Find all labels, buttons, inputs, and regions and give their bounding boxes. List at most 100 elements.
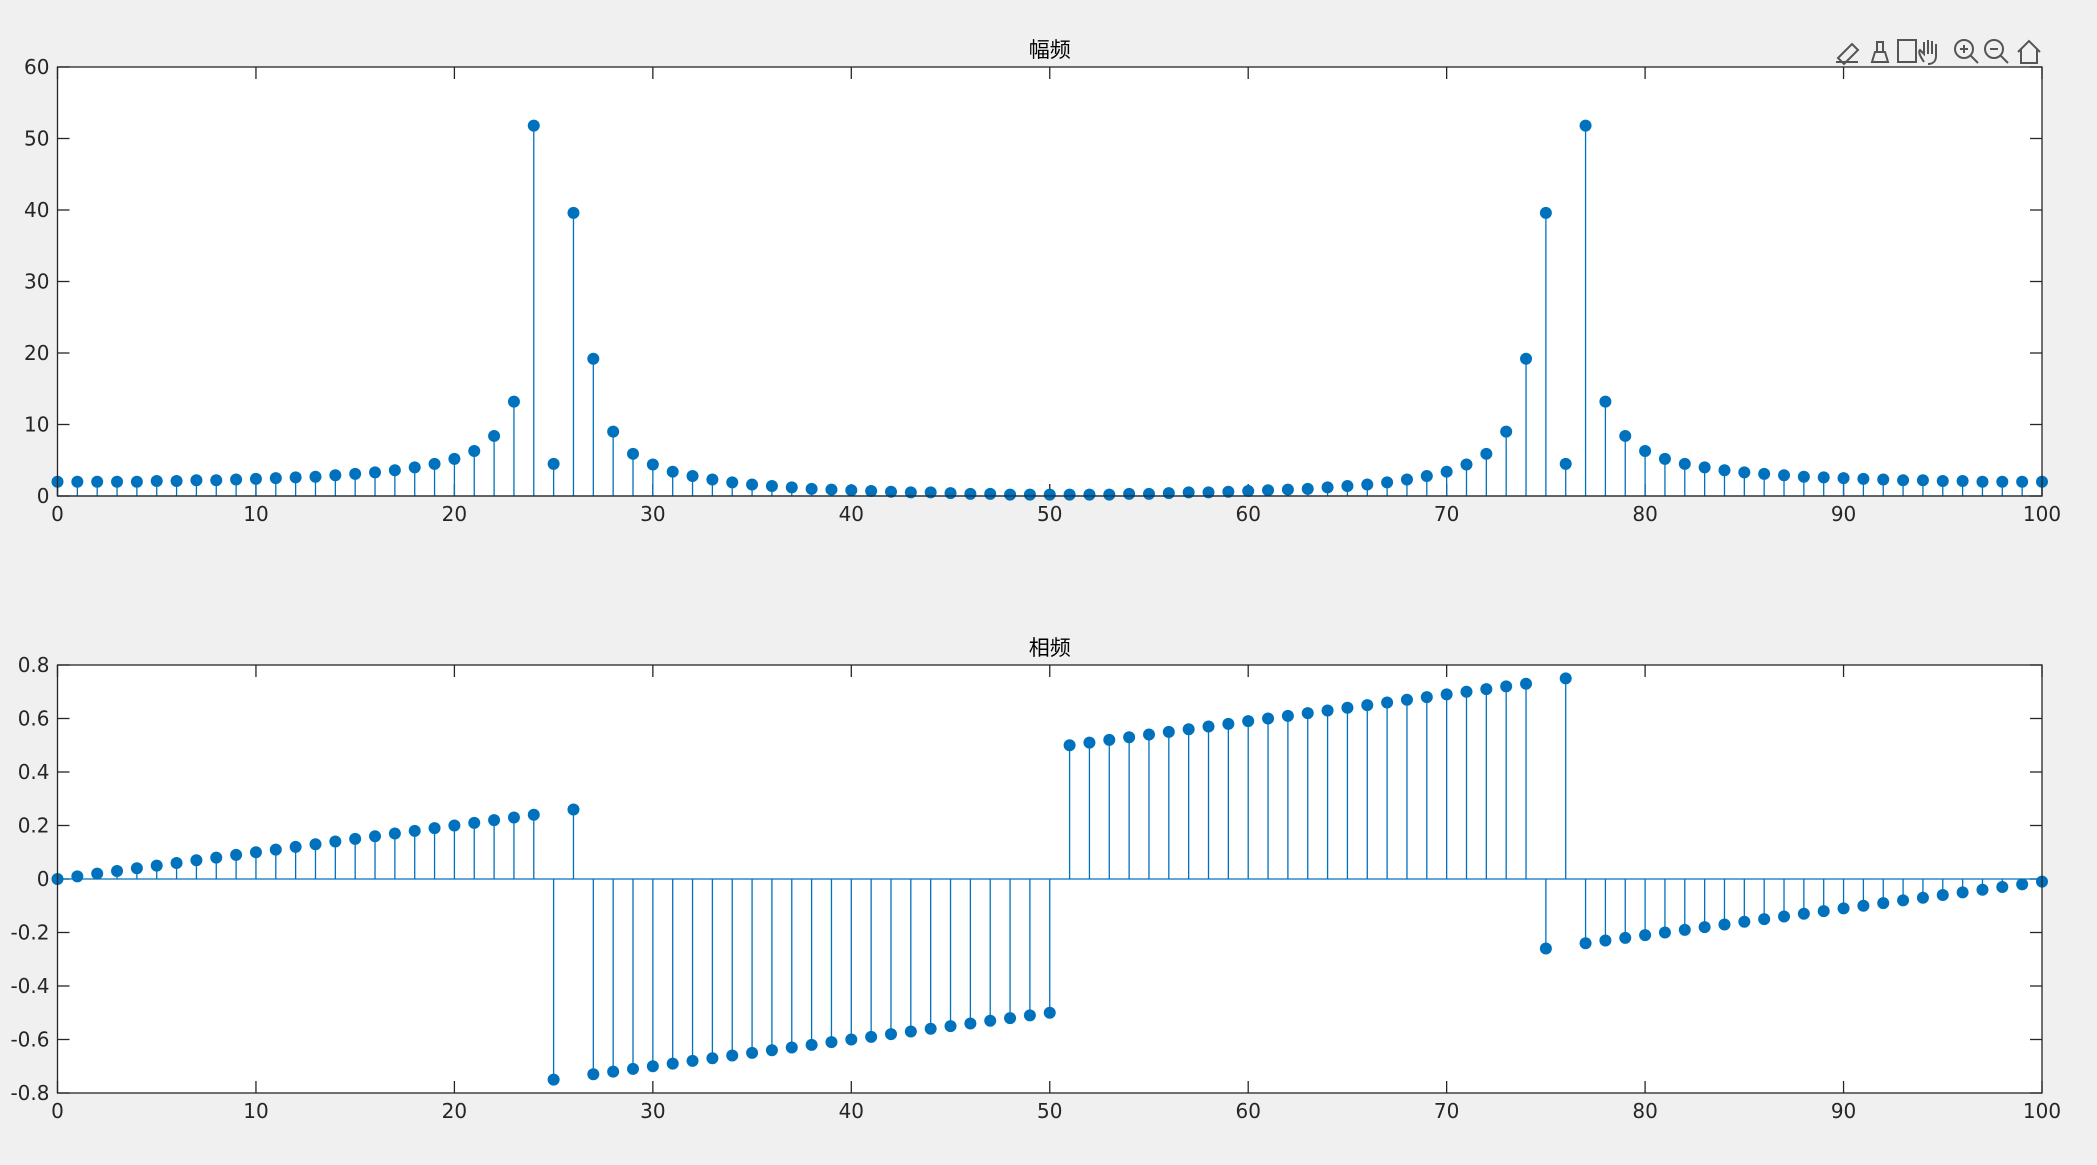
stem-marker [1103,733,1116,746]
stem-marker [805,482,818,495]
stem-marker [765,1044,778,1057]
stem-marker [686,1054,699,1067]
stem-marker [825,483,838,496]
stem-marker [1738,466,1751,479]
stem-marker [1460,685,1473,698]
x-tick-label: 10 [243,1099,268,1123]
stem-marker [1420,691,1433,704]
stem-marker [1936,889,1949,902]
stem-marker [1817,905,1830,918]
toolbar-icon[interactable] [1870,41,1890,63]
stem-marker [1619,931,1632,944]
stem-marker [1262,712,1275,725]
y-tick-label: -0.2 [10,921,49,945]
stem-marker [865,1030,878,1043]
x-tick-label: 70 [1434,502,1459,526]
axes: 相频 0 10 20 30 40 50 60 70 80 90 100 -0.8 -0.6 -0.4 -0.2… [10,636,2061,1123]
axes: 幅频 0 10 20 30 40 50 60 70 80 90 100 0 10 20 30 40 50 60 [24,38,2061,526]
toolbar [1836,39,2041,66]
stem-marker [1639,444,1652,457]
stem-marker [1897,474,1910,487]
stem-marker [150,474,163,487]
stem-marker [468,816,481,829]
stem-marker [1043,1006,1056,1019]
stem-marker [1321,704,1334,717]
stem-marker [1162,725,1175,738]
y-tick-label: -0.6 [10,1028,49,1052]
stem-marker [1718,918,1731,931]
stem-marker [111,864,124,877]
stem-marker [1797,907,1810,920]
toolbar-icon[interactable] [1897,39,1917,63]
toolbar-icon[interactable] [1836,42,1860,66]
stem-marker [230,473,243,486]
stem-marker [91,867,104,880]
stem-marker [130,862,143,875]
stem-marker [1063,739,1076,752]
x-tick-label: 40 [839,502,864,526]
stem-marker [1142,728,1155,741]
axes-box [56,66,2043,497]
stem-marker [607,1065,620,1078]
stem-marker [2016,878,2029,891]
stem-marker [309,470,322,483]
stem-marker [1400,693,1413,706]
stem-marker [1103,488,1116,501]
stem-marker [269,472,282,485]
toolbar-icon[interactable] [2017,39,2041,64]
x-tick-label: 90 [1831,1099,1856,1123]
stem-marker [1738,915,1751,928]
stem-marker [1023,1009,1036,1022]
stem-marker [944,1020,957,1033]
stem-marker [1142,487,1155,500]
stem-marker [1222,717,1235,730]
stem-marker [488,429,501,442]
stem-marker [1162,487,1175,500]
stem-marker [1996,475,2009,488]
stem-marker [1658,452,1671,465]
stem-marker [567,803,580,816]
stem-marker [1857,899,1870,912]
stem-marker [1658,926,1671,939]
stem-marker [1916,891,1929,904]
stem-marker [884,1028,897,1041]
stem-marker [507,395,520,408]
stem-marker [1916,474,1929,487]
stem-marker [1023,488,1036,501]
x-tick-label: 0 [51,502,64,526]
stem-marker [1579,119,1592,132]
stem-marker [924,1022,937,1035]
stem-marker [1817,471,1830,484]
stem-marker [567,206,580,219]
x-tick-label: 100 [2023,502,2061,526]
stem-marker [388,827,401,840]
stem-marker [1123,487,1136,500]
stem-marker [1262,484,1275,497]
y-tick-label: 0.4 [18,760,50,784]
stem-marker [1004,488,1017,501]
stem-marker [1559,457,1572,470]
stem-marker [1341,701,1354,714]
stem-marker [1500,425,1513,438]
stem-marker [369,466,382,479]
stem-marker [269,843,282,856]
stem-marker [1381,696,1394,709]
stem-marker [1678,923,1691,936]
stem-marker [904,1025,917,1038]
toolbar-icon[interactable] [1918,40,1937,65]
toolbar-icon[interactable] [1984,39,2004,59]
stem-marker [587,1068,600,1081]
x-tick-label: 30 [640,502,665,526]
stem-marker [1321,481,1334,494]
y-tick-label: 30 [24,270,49,294]
stem-marker [1063,488,1076,501]
stem-marker [1182,723,1195,736]
toolbar-icon[interactable] [1954,39,1974,59]
chart-title: 幅频 [1029,38,1071,62]
stem-marker [230,848,243,861]
stem-marker [964,1017,977,1030]
x-tick-label: 10 [243,502,268,526]
stem-marker [746,478,759,491]
x-tick-label: 80 [1632,1099,1657,1123]
